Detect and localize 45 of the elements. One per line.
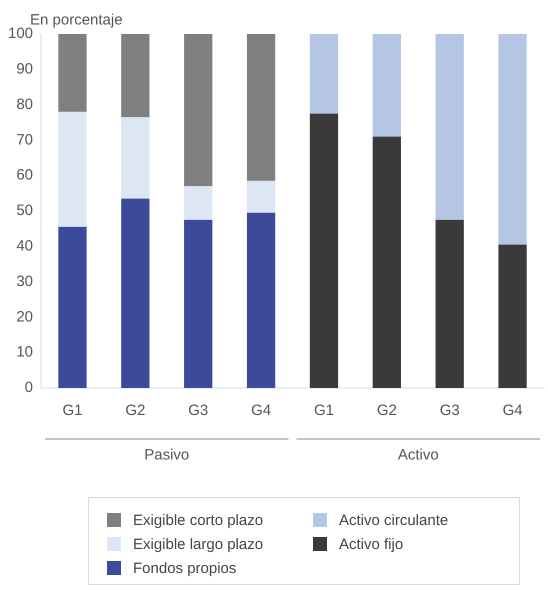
text: Pasivo (144, 446, 190, 464)
x-tick-label: G1 (62, 402, 82, 420)
y-tick-label: 10 (16, 344, 34, 361)
y-tick-label: 80 (16, 96, 34, 113)
text: Activo (398, 446, 439, 464)
bar (372, 34, 401, 137)
y-tick-label: 60 (16, 166, 34, 184)
bar (184, 34, 212, 186)
x-tick-label: G4 (502, 402, 523, 420)
bar (310, 114, 338, 388)
y-tick-label: 0 (24, 379, 34, 396)
legend-label: Exigible corto plazo (133, 512, 264, 528)
bar (246, 34, 276, 181)
bar (58, 34, 87, 112)
y-tick-label: 70 (16, 131, 34, 148)
bar (310, 34, 338, 114)
legend-label: Activo circulante (339, 512, 448, 528)
x-tick-label: G1 (314, 402, 334, 420)
x-tick-label: G3 (440, 402, 460, 420)
x-tick-label: G4 (251, 402, 272, 420)
bar (498, 244, 527, 388)
y-tick-label: 40 (16, 238, 34, 255)
bar (58, 112, 87, 227)
y-tick-label: 90 (16, 60, 34, 78)
x-tick-label: G3 (188, 402, 208, 420)
bar (121, 198, 150, 388)
bar (184, 186, 212, 220)
legend-label: Exigible largo plazo (133, 536, 264, 552)
bar (246, 212, 276, 388)
bar (184, 220, 212, 388)
y-tick-label: 30 (16, 272, 34, 290)
bar (436, 34, 464, 220)
x-tick-label: G2 (125, 402, 146, 420)
y-tick-label: 50 (16, 202, 34, 220)
bar (121, 34, 150, 118)
bar (372, 136, 401, 388)
bar (436, 220, 464, 388)
bar (121, 117, 150, 199)
y-tick-label: 20 (16, 308, 34, 326)
x-tick-label: G2 (376, 402, 397, 420)
bar (498, 34, 527, 245)
legend-label: Activo fijo (339, 536, 404, 552)
bar (58, 226, 87, 388)
legend-label: Fondos propios (133, 560, 236, 576)
bar (246, 180, 276, 213)
